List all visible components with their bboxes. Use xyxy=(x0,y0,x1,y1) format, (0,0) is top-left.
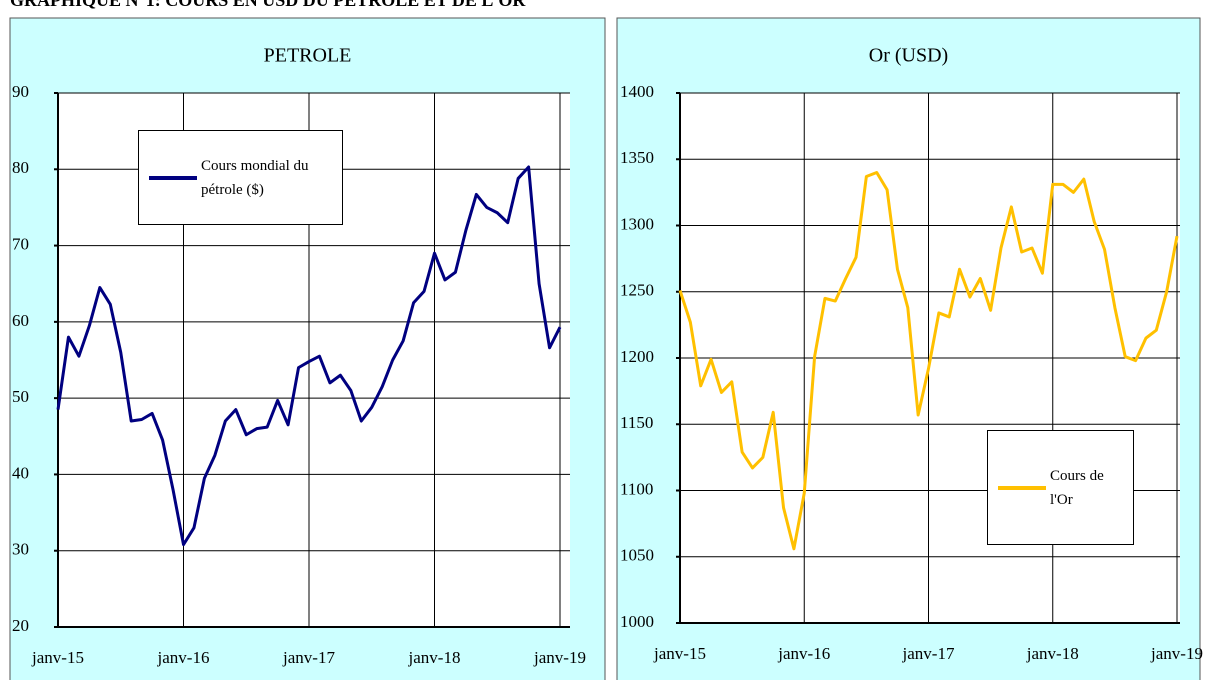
x-tick-label: janv-16 xyxy=(777,644,830,663)
y-tick-label: 60 xyxy=(12,311,29,330)
x-tick-label: janv-16 xyxy=(157,648,210,667)
series-line xyxy=(56,165,562,547)
y-tick-label: 40 xyxy=(12,463,29,482)
y-tick-label: 1200 xyxy=(620,347,654,366)
legend-swatch xyxy=(149,175,197,180)
y-tick-label: 50 xyxy=(12,387,29,406)
y-tick-label: 1150 xyxy=(620,413,653,432)
y-tick-label: 80 xyxy=(12,158,29,177)
legend: Cours mondial du pétrole ($) xyxy=(138,130,343,225)
x-tick-label: janv-18 xyxy=(1026,644,1079,663)
legend: Cours de l'Or xyxy=(987,430,1134,545)
y-tick-label: 1350 xyxy=(620,148,654,167)
y-tick-label: 1000 xyxy=(620,612,654,631)
legend-label: Cours de l'Or xyxy=(1050,467,1104,508)
chart-title: PETROLE xyxy=(264,45,352,67)
x-tick-label: janv-15 xyxy=(653,644,706,663)
x-tick-label: janv-17 xyxy=(902,644,955,663)
x-tick-label: janv-19 xyxy=(533,648,586,667)
y-tick-label: 1250 xyxy=(620,281,654,300)
y-tick-label: 1400 xyxy=(620,82,654,101)
page-title: GRAPHIQUE N°1: COURS EN USD DU PETROLE E… xyxy=(10,0,526,10)
y-tick-label: 1100 xyxy=(620,479,653,498)
legend-label: Cours mondial du pétrole ($) xyxy=(201,157,309,198)
x-tick-label: janv-17 xyxy=(282,648,335,667)
y-tick-label: 1050 xyxy=(620,546,654,565)
chart-title: Or (USD) xyxy=(869,45,948,67)
y-tick-label: 70 xyxy=(12,234,29,253)
y-tick-label: 20 xyxy=(12,616,29,635)
y-tick-label: 90 xyxy=(12,82,29,101)
legend-swatch xyxy=(998,485,1046,490)
y-tick-label: 1300 xyxy=(620,214,654,233)
x-tick-label: janv-18 xyxy=(408,648,461,667)
x-tick-label: janv-15 xyxy=(31,648,84,667)
y-tick-label: 30 xyxy=(12,540,29,559)
series-line xyxy=(678,171,1179,551)
x-tick-label: janv-19 xyxy=(1150,644,1203,663)
